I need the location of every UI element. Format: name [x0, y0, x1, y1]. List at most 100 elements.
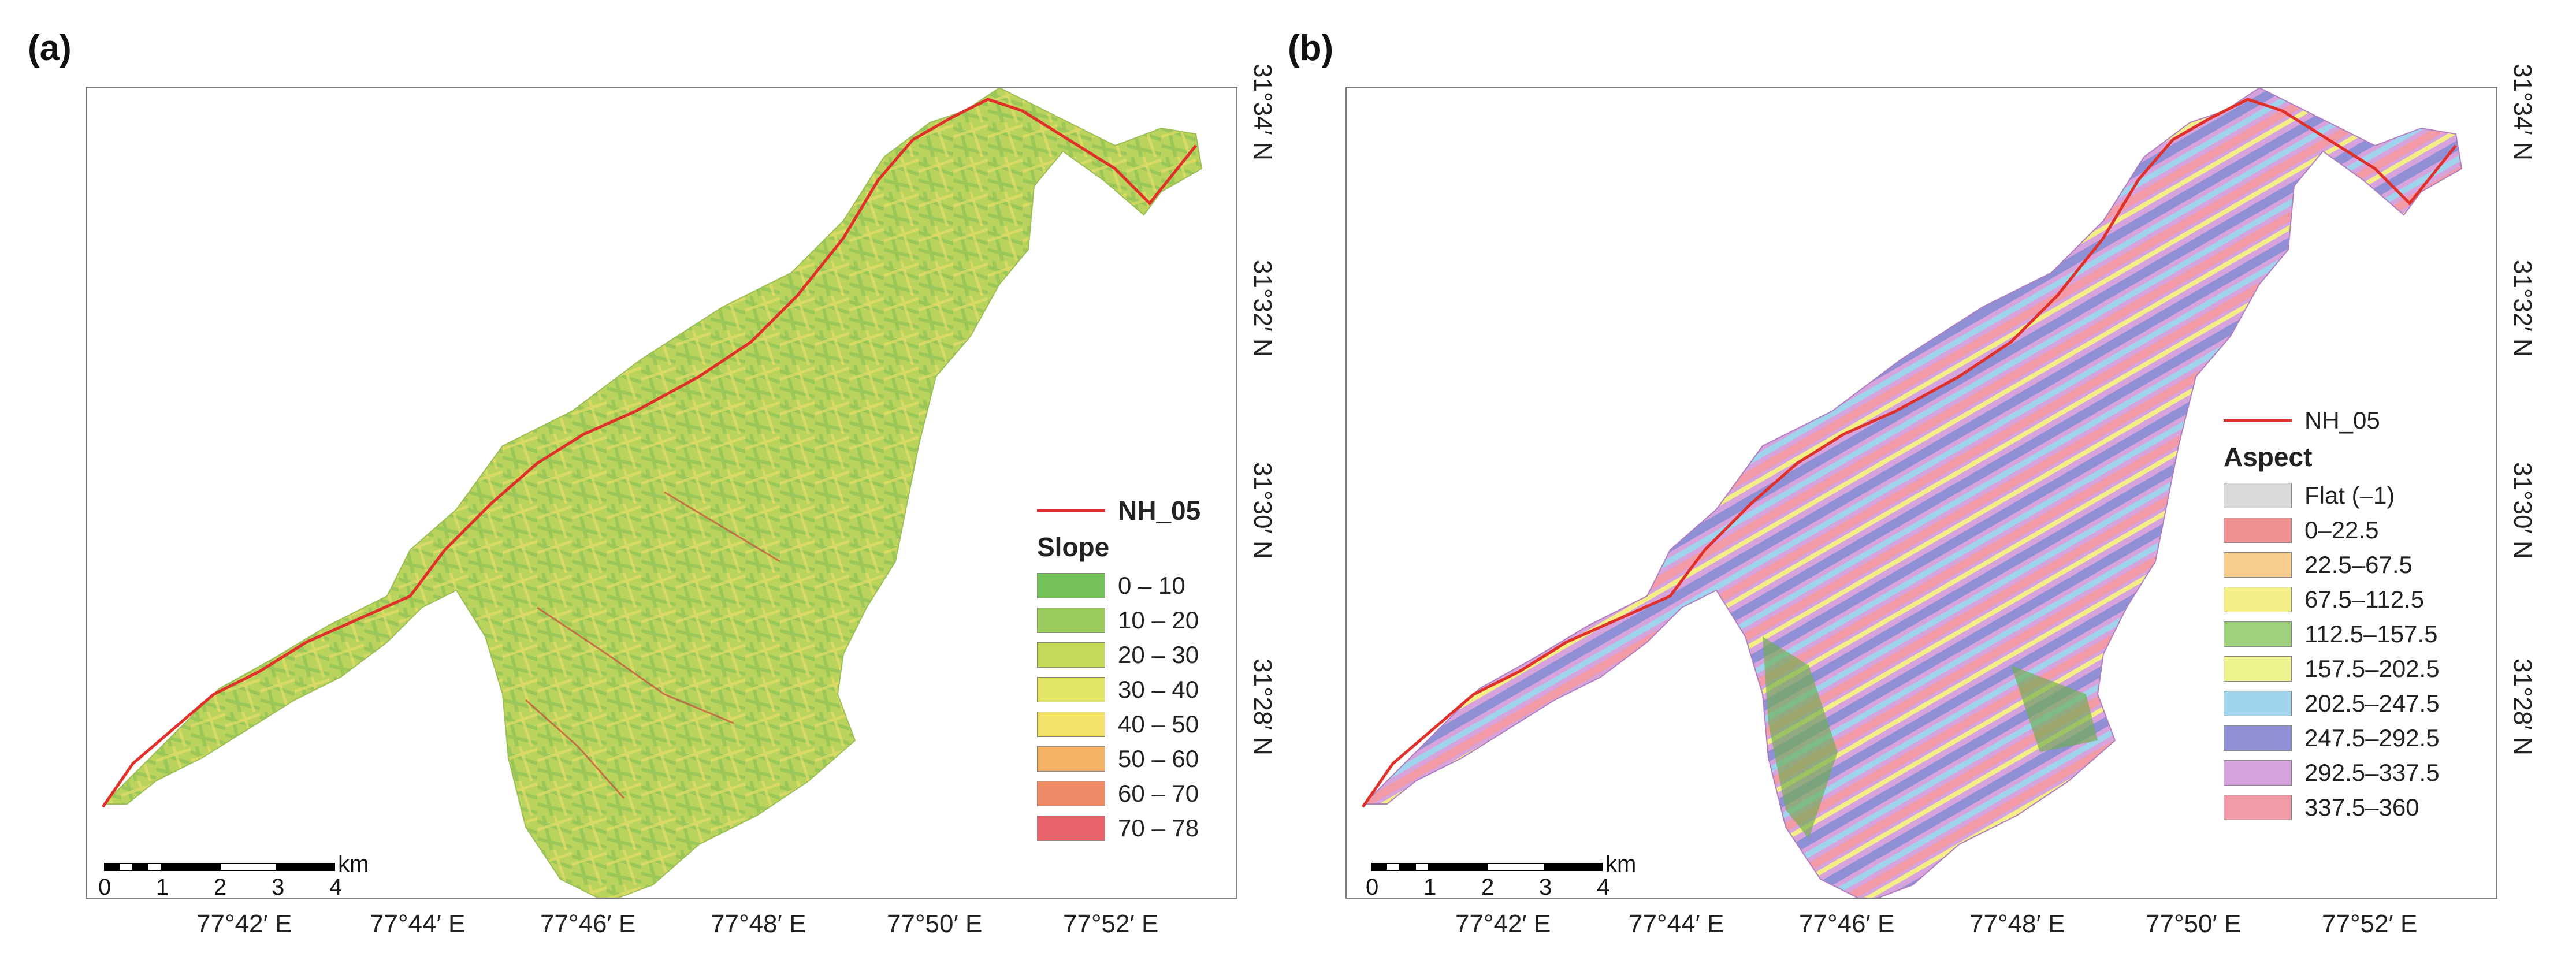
- legend-title: Slope: [1037, 532, 1110, 562]
- scale-segment: [1400, 863, 1415, 871]
- legend-item: 247.5–292.5: [2224, 721, 2440, 755]
- legend-label: 0–22.5: [2304, 516, 2379, 544]
- legend-item: 40 – 50: [1037, 707, 1200, 742]
- scale-label: 0: [98, 874, 111, 900]
- scale-segment: [1415, 863, 1429, 871]
- legend-label: 0 – 10: [1118, 572, 1185, 599]
- legend-road: NH_05: [2224, 404, 2440, 437]
- scale-segment: [104, 863, 118, 871]
- legend-swatch: [2224, 621, 2292, 647]
- legend-item: 30 – 40: [1037, 672, 1200, 707]
- legend-swatch: [1037, 746, 1105, 772]
- legend-item: Flat (–1): [2224, 478, 2440, 513]
- x-tick-label: 77°46′ E: [1799, 910, 1895, 938]
- scale-segment: [277, 863, 335, 871]
- map-frame: [1345, 87, 2497, 899]
- legend-item: 0–22.5: [2224, 513, 2440, 548]
- legend-item: 60 – 70: [1037, 776, 1200, 811]
- legend-swatch: [2224, 552, 2292, 578]
- scale-segment: [162, 863, 220, 871]
- basin-map: [101, 88, 1203, 898]
- legend-label: 337.5–360: [2304, 794, 2419, 821]
- legend-swatch: [2224, 483, 2292, 508]
- scale-label: 4: [329, 874, 343, 900]
- y-tick-label: 31°30′ N: [1248, 462, 1277, 559]
- y-tick-label: 31°28′ N: [1248, 658, 1277, 755]
- x-tick-label: 77°52′ E: [2322, 910, 2418, 938]
- scale-segment: [1371, 863, 1386, 871]
- legend-item: 202.5–247.5: [2224, 686, 2440, 721]
- legend-label: 30 – 40: [1118, 676, 1199, 703]
- panel-label: (a): [28, 28, 72, 68]
- y-tick-label: 31°28′ N: [2508, 658, 2537, 755]
- legend-item: 70 – 78: [1037, 811, 1200, 846]
- y-tick-label: 31°34′ N: [1248, 64, 1277, 161]
- legend-item: 0 – 10: [1037, 568, 1200, 603]
- legend-label: 112.5–157.5: [2304, 620, 2438, 647]
- legend-label: 247.5–292.5: [2304, 724, 2440, 751]
- scale-label: 2: [214, 874, 227, 900]
- legend-label: 67.5–112.5: [2304, 586, 2425, 613]
- y-tick-label: 31°32′ N: [1248, 260, 1277, 357]
- legend-label: 202.5–247.5: [2304, 690, 2440, 717]
- legend-swatch: [2224, 725, 2292, 751]
- legend-label: 70 – 78: [1118, 814, 1199, 842]
- scale-segment: [1487, 863, 1545, 871]
- scale-label: 4: [1597, 874, 1610, 900]
- scale-label: 3: [1539, 874, 1552, 900]
- x-tick-label: 77°44′ E: [370, 910, 466, 938]
- green-slope-patches: [1763, 636, 2098, 839]
- x-tick-label: 77°46′ E: [540, 910, 636, 938]
- panel-b: (b) NH_05 Aspect Flat (–1) 0–22.5 22.5–67.…: [1288, 0, 2576, 979]
- scale-label: 1: [156, 874, 169, 900]
- scale-segment: [118, 863, 133, 871]
- scale-label: 1: [1423, 874, 1437, 900]
- scale-unit: km: [1605, 851, 1637, 877]
- road-nh05: [1361, 98, 2457, 808]
- slope-legend: NH_05 Slope 0 – 10 10 – 20 20 – 30 30 – 40 4…: [1037, 494, 1200, 846]
- legend-swatch: [1037, 608, 1105, 633]
- scale-segment: [1545, 863, 1603, 871]
- legend-swatch: [2224, 691, 2292, 716]
- scale-segment: [1386, 863, 1400, 871]
- legend-item: 20 – 30: [1037, 638, 1200, 672]
- scale-segment: [220, 863, 277, 871]
- legend-item: 10 – 20: [1037, 603, 1200, 638]
- legend-swatch: [2224, 795, 2292, 820]
- legend-item: 22.5–67.5: [2224, 548, 2440, 582]
- basin-map: [1361, 88, 2463, 898]
- legend-item: 67.5–112.5: [2224, 582, 2440, 617]
- legend-swatch: [2224, 587, 2292, 612]
- x-tick-label: 77°52′ E: [1063, 910, 1159, 938]
- x-tick-label: 77°44′ E: [1629, 910, 1724, 938]
- road-nh05: [101, 98, 1197, 808]
- watershed-area: [102, 88, 1203, 898]
- x-tick-label: 77°50′ E: [887, 910, 983, 938]
- legend-classes: Flat (–1) 0–22.5 22.5–67.5 67.5–112.5 112.5–…: [2224, 478, 2440, 825]
- scale-label: 3: [272, 874, 285, 900]
- legend-road-label: NH_05: [1118, 496, 1201, 526]
- x-tick-label: 77°50′ E: [2146, 910, 2242, 938]
- legend-label: Flat (–1): [2304, 482, 2395, 509]
- legend-swatch: [1037, 642, 1105, 668]
- legend-label: 10 – 20: [1118, 606, 1199, 634]
- legend-road: NH_05: [1037, 494, 1200, 527]
- legend-swatch: [1037, 712, 1105, 737]
- panel-label: (b): [1288, 28, 1334, 68]
- legend-swatch: [1037, 781, 1105, 806]
- legend-label: 60 – 70: [1118, 780, 1199, 807]
- legend-label: 40 – 50: [1118, 710, 1199, 738]
- scale-label: 2: [1481, 874, 1495, 900]
- legend-label: 22.5–67.5: [2304, 551, 2413, 578]
- x-tick-label: 77°48′ E: [711, 910, 806, 938]
- x-tick-label: 77°42′ E: [196, 910, 292, 938]
- drainage-lines: [525, 491, 780, 799]
- x-tick-label: 77°42′ E: [1455, 910, 1551, 938]
- legend-swatch: [1037, 573, 1105, 598]
- legend-title: Aspect: [2224, 442, 2313, 472]
- legend-label: 20 – 30: [1118, 641, 1199, 668]
- scale-label: 0: [1366, 874, 1379, 900]
- legend-swatch: [2224, 518, 2292, 543]
- aspect-legend: NH_05 Aspect Flat (–1) 0–22.5 22.5–67.5 67.…: [2224, 404, 2440, 825]
- legend-swatch: [2224, 656, 2292, 682]
